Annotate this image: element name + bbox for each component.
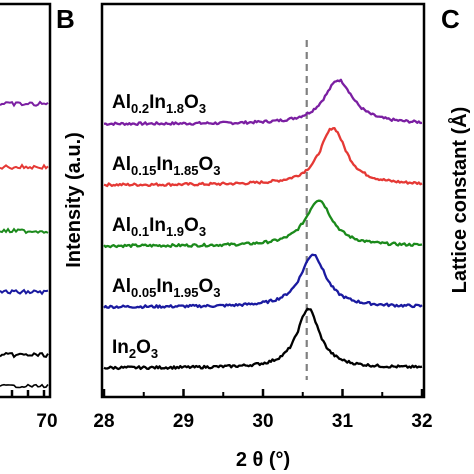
series-line-0 (103, 78, 423, 127)
left-panel-frame (0, 2, 52, 399)
series-label-0: Al0.2In1.8O3 (112, 92, 206, 116)
plot-area (103, 40, 423, 380)
right-panel-y-axis-title: Lattice constant (Å) (447, 107, 471, 294)
left-panel-x-tick-label: 70 (36, 411, 57, 432)
series-label-4: In2O3 (112, 337, 158, 361)
series-line-4 (103, 307, 423, 371)
left-series-line-0 (0, 100, 49, 108)
series-labels: Al0.2In1.8O3 Al0.15In1.85O3 Al0.1In1.9O3 Al… (112, 92, 221, 361)
left-series-line-2 (0, 227, 49, 235)
panel-letter-b: B (56, 4, 75, 34)
x-tick-label-0: 28 (93, 411, 114, 432)
x-axis-title: 2 θ (°) (236, 449, 290, 471)
center-panel: B Intensity (a.u.) 28 29 30 31 32 2 θ (°) Al… (56, 2, 433, 471)
series-line-2 (103, 199, 423, 249)
series-line-3 (103, 253, 423, 310)
x-tick-label-2: 30 (252, 411, 273, 432)
series-label-1: Al0.15In1.85O3 (112, 154, 221, 178)
series-label-2: Al0.1In1.9O3 (112, 215, 206, 239)
x-axis: 28 29 30 31 32 (93, 389, 433, 432)
y-axis-title: Intensity (a.u.) (63, 132, 85, 268)
left-panel-curves (0, 100, 49, 397)
left-series-line-4 (0, 351, 49, 359)
series-line-1 (103, 126, 423, 188)
panel-letter-c: C (441, 4, 460, 34)
series-label-3: Al0.05In1.95O3 (112, 276, 221, 300)
x-tick-label-4: 32 (411, 411, 432, 432)
left-series-line-extra (0, 383, 49, 389)
left-series-line-1 (0, 163, 49, 171)
left-panel: 70 (0, 2, 58, 432)
right-panel: C Lattice constant (Å) (441, 4, 471, 293)
x-tick-label-3: 31 (332, 411, 354, 432)
left-series-line-3 (0, 288, 49, 296)
x-tick-label-1: 29 (173, 411, 194, 432)
